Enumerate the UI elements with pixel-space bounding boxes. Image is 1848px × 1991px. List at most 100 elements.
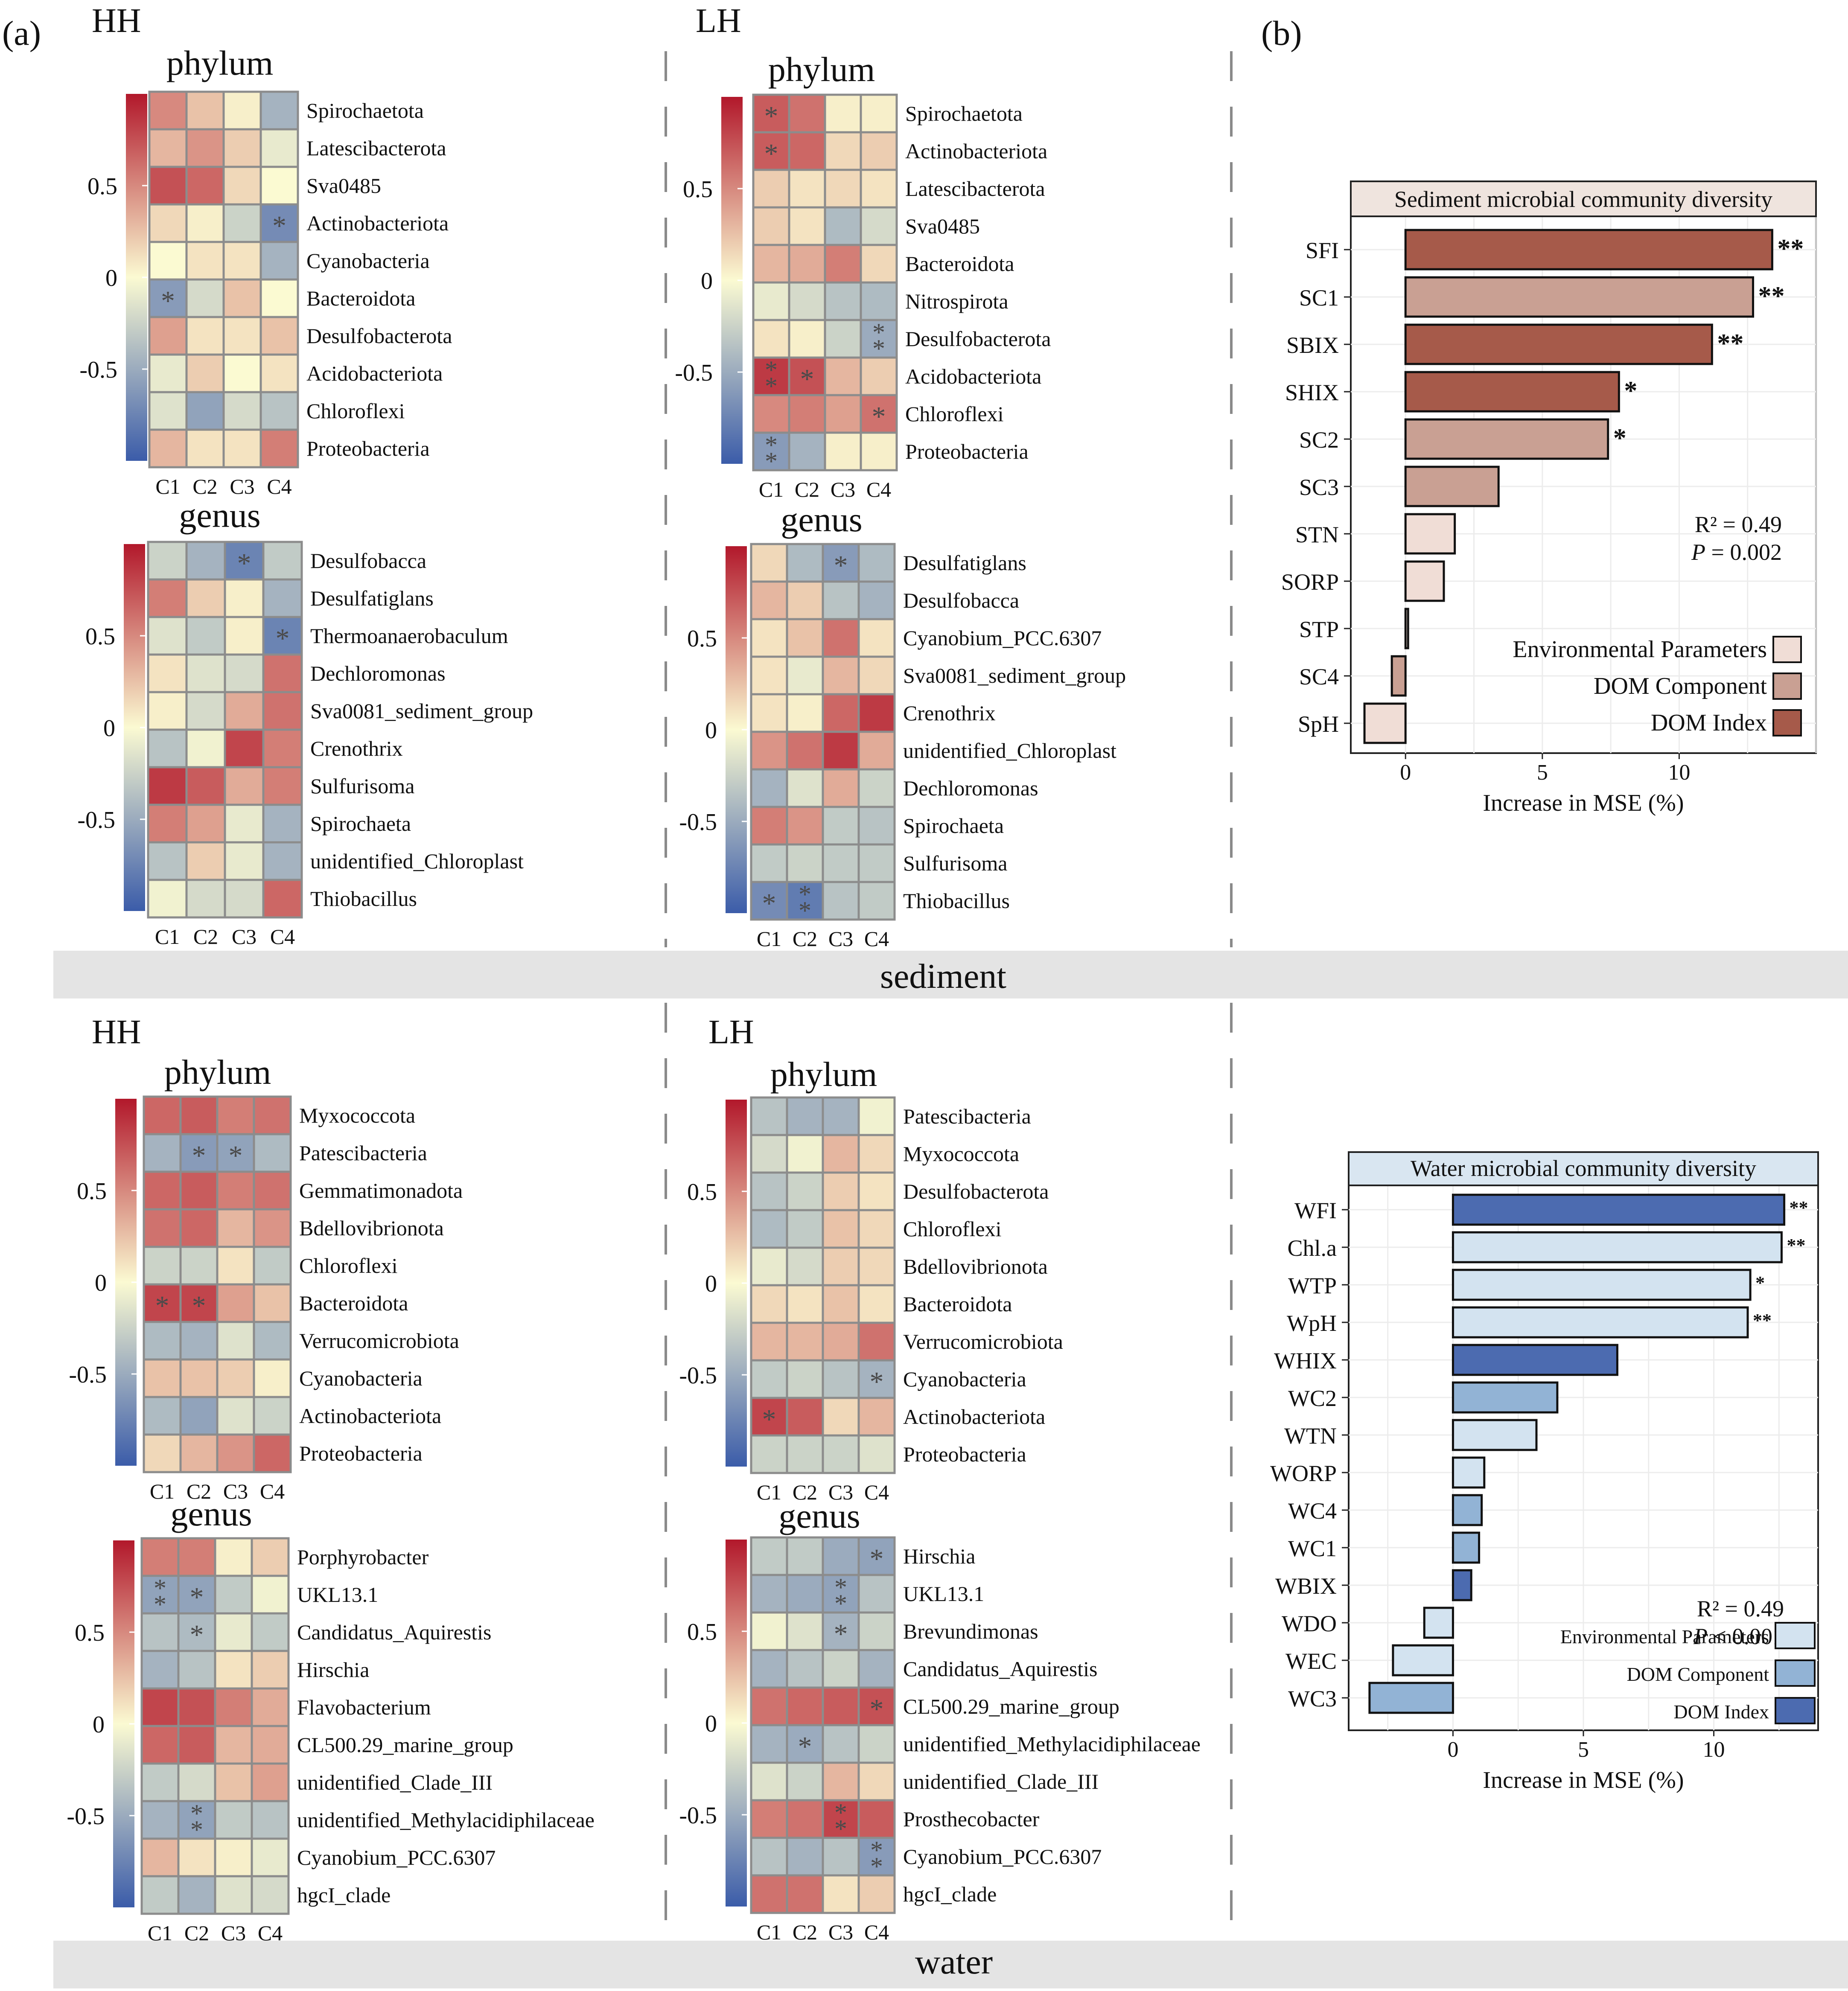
heatmap-cell [262,541,303,581]
heatmap-cell [822,1359,860,1399]
heatmap-cell [185,616,226,656]
significance-star: * * [834,1573,847,1618]
heatmap-cell [140,1875,180,1915]
significance-star: * [870,1543,884,1575]
heatmap-cell [224,728,265,768]
bar [1452,1269,1752,1301]
significance-star: * [870,1366,884,1397]
heatmap-cell [822,1284,860,1324]
heatmap-cell [788,206,826,246]
bar [1452,1419,1538,1451]
heatmap-cell [179,1433,219,1473]
heatmap-cell [750,1649,788,1689]
column-label: C1 [150,1479,175,1503]
row-label: Proteobacteria [306,437,430,460]
heatmap-cell [822,1536,860,1576]
heatmap-cell [259,90,299,131]
heatmap-cell [788,356,826,396]
bar [1404,323,1713,365]
heatmap-cell [253,1208,292,1248]
colorbar-tick-label: -0.5 [675,360,713,386]
heatmap-cell [750,768,788,808]
heatmap-cell [824,131,862,171]
heatmap-cell [750,1246,788,1287]
heatmap-cell [259,278,299,318]
colorbar-tick-label: 0.5 [87,173,117,200]
heatmap-cell [750,1874,788,1914]
group-label: HH [92,2,141,40]
column-label: C4 [258,1921,283,1945]
heatmap-cell [185,691,226,731]
legend-swatch [1772,636,1802,663]
heatmap-cell [185,241,225,281]
bar [1452,1306,1749,1339]
heatmap-cell [251,1612,290,1652]
x-tick-label: 5 [1537,760,1548,785]
heatmap-cell [857,806,896,846]
row-label: Chloroflexi [306,399,405,423]
heatmap-cell [262,841,303,881]
row-label: Candidatus_Aquirestis [903,1657,1098,1681]
category-label: SBIX [1286,332,1339,358]
heatmap-cell [259,203,299,243]
heatmap-cell [752,169,790,209]
column-label: C3 [221,1921,246,1945]
phylum-title: phylum [768,50,875,89]
row-label: Bacteroidota [903,1292,1012,1316]
heatmap-cell [750,1686,788,1726]
row-label: Patescibacteria [299,1141,427,1165]
heatmap-cell [185,841,226,881]
significance-star: * [762,888,776,919]
heatmap-cell [857,693,896,733]
legend-swatch [1775,1659,1816,1687]
heatmap-cell [822,1209,860,1249]
row-label: Desulfatiglans [903,551,1026,575]
bar [1404,513,1456,555]
heatmap-cell [824,394,862,434]
significance-star: * * [870,1836,883,1880]
heatmap-cell [177,1762,216,1802]
group-label: LH [708,1013,754,1051]
colorbar-tick-label: -0.5 [679,1802,717,1829]
heatmap-cell [786,768,824,808]
heatmap-cell [216,1208,255,1248]
row-label: Thiobacillus [310,887,417,911]
heatmap-cell [224,653,265,693]
heatmap-cell [857,1171,896,1211]
significance-star: * * [190,1799,203,1844]
heatmap-cell [750,1171,788,1211]
heatmap-cell [786,1096,824,1136]
heatmap-cell [185,879,226,919]
row-label: Sva0485 [905,214,980,238]
heatmap-cell [177,1537,216,1577]
heatmap-cell [185,166,225,206]
row-label: Nitrospirota [905,289,1009,313]
heatmap-cell [214,1650,253,1690]
heatmap-cell [216,1095,255,1135]
row-label: Proteobacteria [905,440,1029,463]
heatmap-cell [251,1725,290,1765]
row-label: Myxococcota [299,1103,415,1127]
phylum-title: phylum [770,1055,877,1094]
row-label: Acidobacteriota [905,364,1041,388]
bar [1404,229,1773,271]
heatmap-cell [224,691,265,731]
heatmap-cell [860,281,898,321]
row-label: Brevundimonas [903,1619,1038,1643]
category-label: WC2 [1288,1386,1337,1411]
heatmap-cell [251,1837,290,1877]
heatmap-cell [262,691,303,731]
heatmap-cell [857,1724,896,1764]
heatmap-cell [824,244,862,284]
heatmap-cell [177,1837,216,1877]
category-label: STP [1299,617,1339,642]
significance-mark: ** [1787,1235,1805,1256]
legend-label: DOM Index [1651,710,1767,736]
heatmap-cell [148,90,188,131]
heatmap-cell [143,1133,182,1173]
row-label: unidentified_Methylacidiphilaceae [297,1808,595,1832]
row-label: Cyanobium_PCC.6307 [297,1845,496,1869]
heatmap-cell [140,1837,180,1877]
row-label: Spirochaeta [903,814,1004,838]
heatmap-cell [216,1283,255,1323]
